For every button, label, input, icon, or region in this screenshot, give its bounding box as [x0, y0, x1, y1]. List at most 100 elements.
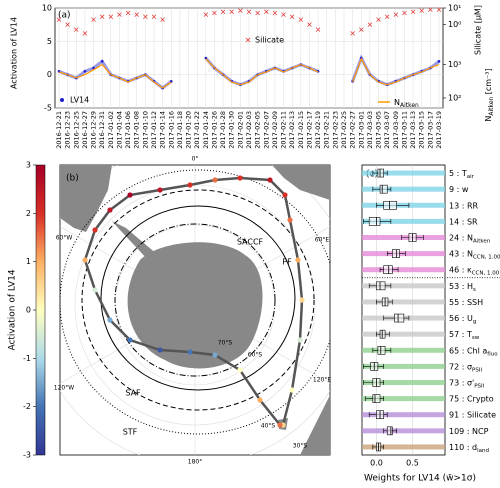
track-point [237, 175, 243, 181]
row-label-part: CCN, 1.00 [473, 254, 500, 260]
silicate-marker [384, 14, 390, 19]
row-label: 55 : SSH [449, 297, 483, 306]
row-label-part: 109 : NCP [449, 426, 489, 435]
track-point [107, 207, 113, 213]
row-label: 65 : Chl afluo [449, 346, 498, 357]
x-tick-label: 2017-01-24 [202, 111, 210, 149]
silicate-marker [376, 17, 381, 22]
panel-title: (a) [58, 11, 71, 21]
y-axis-label: Activation of LV14 [10, 17, 19, 89]
row-label-part: 56 : U [449, 314, 473, 323]
colorbar-tick-label: -1 [23, 354, 31, 363]
row-label-part: 13 : RR [449, 201, 479, 210]
land [300, 395, 330, 455]
row-band [362, 396, 445, 402]
silicate-marker [151, 14, 157, 19]
x-tick-label: 2017-02-11 [280, 111, 288, 149]
x-axis-label: Weights for LV14 (w̄>1σ) [364, 474, 476, 484]
lv14-point [100, 60, 104, 63]
legend-label-part: N [394, 98, 400, 107]
legend-label: LV14 [70, 96, 89, 105]
silicate-marker [82, 31, 88, 36]
row-label-part: 65 : Chl a [449, 346, 487, 355]
row-label-part: fluo [487, 351, 498, 357]
x-tick-label: 2017-02-21 [323, 111, 331, 149]
row-band [362, 218, 445, 224]
lv14-point [437, 60, 441, 63]
box [392, 249, 400, 258]
x-tick-label: 2017-02-23 [331, 111, 339, 149]
land [60, 165, 112, 232]
row-label: 72 : σPSII [449, 362, 482, 373]
map-label: 60°S [248, 352, 263, 359]
box [394, 313, 405, 323]
x-tick-label: 2017-03-01 [357, 111, 365, 149]
box [379, 184, 388, 194]
silicate-marker [125, 10, 131, 16]
track-point [187, 182, 193, 188]
colorbar-tick-label: 3 [26, 161, 31, 170]
x-tick-label: 2017-01-08 [133, 111, 141, 149]
colorbar-tick-label: 1 [26, 257, 31, 266]
silicate-marker [393, 12, 399, 17]
silicate-marker [212, 10, 217, 16]
row-label-part: 43 : N [449, 249, 473, 258]
y-tick-label: 5 [47, 37, 52, 46]
silicate-marker [56, 17, 62, 22]
lv14-point [92, 66, 95, 70]
x-tick-label: 2017-03-15 [418, 111, 426, 149]
y3-axis-label: NAitken [cm⁻³] [484, 68, 496, 121]
row-band [362, 428, 445, 434]
map-label: PF [282, 258, 292, 267]
silicate-marker [160, 17, 165, 22]
row-label-part: 53 : H [449, 281, 473, 290]
box [376, 281, 386, 291]
map-label: 120°E [313, 377, 331, 384]
row-label-part: PSII [474, 383, 484, 389]
track-point [297, 337, 303, 343]
x-tick-label: 2017-02-09 [271, 111, 279, 149]
x-tick-label: 2017-02-01 [236, 111, 244, 149]
box [386, 426, 393, 436]
y2-axis-label: Silicate [µM] [474, 5, 483, 55]
row-label: 14 : SR [449, 217, 478, 226]
row-label: 46 : κCCN, 1.00 [449, 265, 500, 276]
map-label: 120°W [54, 385, 74, 392]
silicate-marker [350, 31, 355, 36]
legend-label: Silicate [255, 36, 284, 45]
x-tick-label: 2017-01-20 [185, 111, 193, 149]
y3-label-part: Aitken [488, 97, 495, 116]
y-tick-label: 0 [47, 70, 52, 79]
map-label: 70°S [218, 340, 233, 347]
x-tick-label: 2017-03-03 [366, 111, 374, 149]
map-label: STF [123, 428, 138, 437]
x-tick-label: 2017-01-12 [150, 111, 158, 149]
legend-marker [245, 37, 251, 43]
silicate-marker [428, 7, 433, 12]
x-tick-label: 2017-02-27 [349, 111, 357, 149]
x-tick-label: 2017-02-13 [288, 111, 296, 149]
silicate-marker [298, 17, 304, 22]
silicate-marker [410, 9, 416, 14]
x-tick-label: 2016-12-25 [72, 111, 80, 149]
row-label-part: 72 : σ [449, 362, 472, 371]
colorbar-tick-label: -2 [23, 402, 31, 411]
row-label-part: air [467, 174, 475, 180]
track-point [257, 397, 263, 403]
x-tick-label: 2017-01-02 [107, 111, 115, 149]
silicate-marker [91, 17, 96, 22]
x-tick-label: 2017-01-04 [115, 111, 123, 149]
row-label-part: 75 : Crypto [449, 394, 494, 403]
silicate-marker [99, 14, 105, 19]
y-tick-label: -5 [44, 104, 52, 113]
x-tick-label: 2017-01-16 [167, 111, 175, 149]
track-point [299, 297, 305, 303]
x-tick-label: 0.5 [406, 459, 419, 468]
antarctica [112, 221, 263, 369]
x-tick-label: 2017-02-19 [314, 111, 322, 149]
y3-label-part: N [484, 116, 493, 122]
land [272, 165, 330, 200]
row-band [362, 331, 445, 337]
row-label: 91 : Silicate [449, 410, 496, 419]
map-label: 30°S [293, 443, 308, 450]
